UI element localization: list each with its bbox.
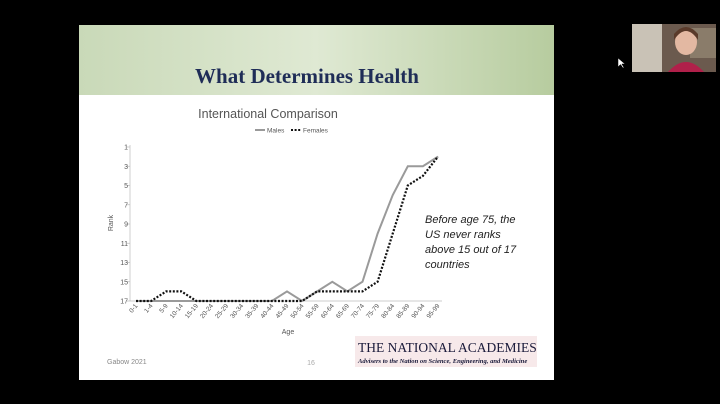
y-tick-label: 15 (120, 279, 128, 286)
logo-name: THE NATIONAL ACADEMIES (358, 340, 537, 355)
y-axis-label: Rank (108, 214, 115, 231)
legend-label: Females (303, 128, 329, 135)
legend-label: Males (267, 128, 285, 135)
y-tick-label: 11 (121, 241, 128, 248)
x-tick-label: 0-1 (128, 303, 140, 315)
y-tick-label: 7 (124, 202, 128, 209)
x-tick-label: 5-9 (158, 303, 170, 315)
footer: Gabow 2021 (107, 359, 147, 366)
annotation: US never ranks (425, 229, 501, 241)
logo-tagline: Advisers to the Nation on Science, Engin… (357, 358, 527, 365)
logo-background (355, 336, 537, 367)
y-tick-label: 9 (124, 222, 128, 229)
mouse-cursor (617, 57, 626, 69)
page-number: 16 (307, 360, 315, 367)
y-tick-label: 5 (124, 183, 128, 190)
annotation: Before age 75, the (425, 214, 516, 226)
y-tick-label: 13 (120, 260, 128, 267)
slide-header (79, 25, 554, 95)
y-tick-label: 17 (120, 299, 128, 306)
webcam (632, 24, 716, 72)
slide-title: What Determines Health (195, 64, 419, 88)
x-axis-label: Age (282, 329, 295, 336)
data-line (136, 155, 439, 303)
chart-title: International Comparison (198, 107, 338, 121)
x-tick-label: 1-4 (143, 303, 155, 315)
annotation: above 15 out of 17 (425, 244, 517, 256)
data-line (136, 155, 439, 303)
y-tick-label: 3 (124, 164, 128, 171)
y-tick-label: 1 (124, 145, 128, 152)
annotation: countries (425, 259, 470, 271)
